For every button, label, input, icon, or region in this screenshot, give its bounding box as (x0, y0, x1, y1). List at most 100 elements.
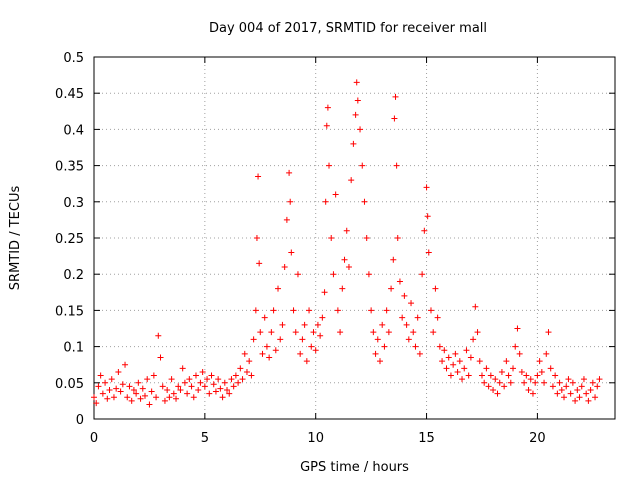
data-point (146, 401, 153, 408)
data-point (173, 395, 180, 402)
data-point (186, 376, 193, 383)
data-point (445, 354, 452, 361)
data-point (181, 379, 188, 386)
data-point (252, 307, 259, 314)
data-point (319, 314, 326, 321)
data-point (204, 376, 211, 383)
data-point (487, 372, 494, 379)
data-point (485, 383, 492, 390)
data-point (474, 329, 481, 336)
data-point (401, 292, 408, 299)
data-point (299, 336, 306, 343)
data-point (192, 372, 199, 379)
data-point (323, 122, 330, 129)
data-point (490, 387, 497, 394)
data-point (281, 263, 288, 270)
data-point (436, 343, 443, 350)
data-point (130, 387, 137, 394)
data-point (512, 343, 519, 350)
data-point (594, 383, 601, 390)
data-point (255, 173, 262, 180)
y-tick-label: 0.3 (63, 196, 84, 211)
data-point (357, 126, 364, 133)
data-point (516, 350, 523, 357)
data-point (155, 332, 162, 339)
data-point (532, 379, 539, 386)
data-point (221, 379, 228, 386)
data-point (465, 372, 472, 379)
data-point (467, 354, 474, 361)
data-point (361, 198, 368, 205)
data-point (188, 383, 195, 390)
data-point (303, 358, 310, 365)
data-point (93, 400, 100, 407)
data-point (527, 376, 534, 383)
data-point (421, 227, 428, 234)
x-tick-label: 15 (418, 431, 435, 446)
data-point (447, 372, 454, 379)
data-point (337, 329, 344, 336)
data-point (292, 329, 299, 336)
data-point (184, 390, 191, 397)
data-point (210, 381, 217, 388)
data-point (153, 394, 160, 401)
data-point (459, 376, 466, 383)
data-point (195, 387, 202, 394)
data-point (279, 321, 286, 328)
data-point (144, 376, 151, 383)
data-point (230, 383, 237, 390)
data-point (481, 379, 488, 386)
data-point (430, 329, 437, 336)
data-point (128, 397, 135, 404)
data-point (561, 394, 568, 401)
grid-layer (94, 57, 615, 419)
data-point (97, 372, 104, 379)
y-axis-label: SRMTID / TECUs (8, 186, 23, 291)
data-point (330, 271, 337, 278)
data-point (239, 376, 246, 383)
data-point (518, 368, 525, 375)
data-point (308, 343, 315, 350)
data-point (104, 395, 111, 402)
data-point (354, 97, 361, 104)
data-point (124, 394, 131, 401)
data-point (439, 358, 446, 365)
data-point (341, 256, 348, 263)
data-point (139, 385, 146, 392)
data-point (565, 376, 572, 383)
data-point (332, 191, 339, 198)
data-point (177, 387, 184, 394)
data-point (314, 321, 321, 328)
data-point (596, 376, 603, 383)
data-point (416, 350, 423, 357)
data-point (505, 372, 512, 379)
data-point (529, 390, 536, 397)
data-point (268, 329, 275, 336)
data-point (141, 392, 148, 399)
data-point (215, 376, 222, 383)
data-point (343, 227, 350, 234)
data-point (381, 343, 388, 350)
data-point (450, 361, 457, 368)
data-point (552, 372, 559, 379)
data-point (115, 368, 122, 375)
data-point (256, 260, 263, 267)
data-point (212, 388, 219, 395)
data-point (534, 372, 541, 379)
data-point (569, 379, 576, 386)
data-point (190, 394, 197, 401)
data-point (263, 343, 270, 350)
data-point (572, 397, 579, 404)
data-point (423, 184, 430, 191)
data-point (119, 381, 126, 388)
data-point (199, 368, 206, 375)
data-point (432, 285, 439, 292)
data-point (290, 307, 297, 314)
data-point (102, 379, 109, 386)
data-point (108, 376, 115, 383)
data-point (554, 390, 561, 397)
data-point (352, 111, 359, 118)
data-point (547, 365, 554, 372)
data-point (246, 358, 253, 365)
data-point (359, 162, 366, 169)
